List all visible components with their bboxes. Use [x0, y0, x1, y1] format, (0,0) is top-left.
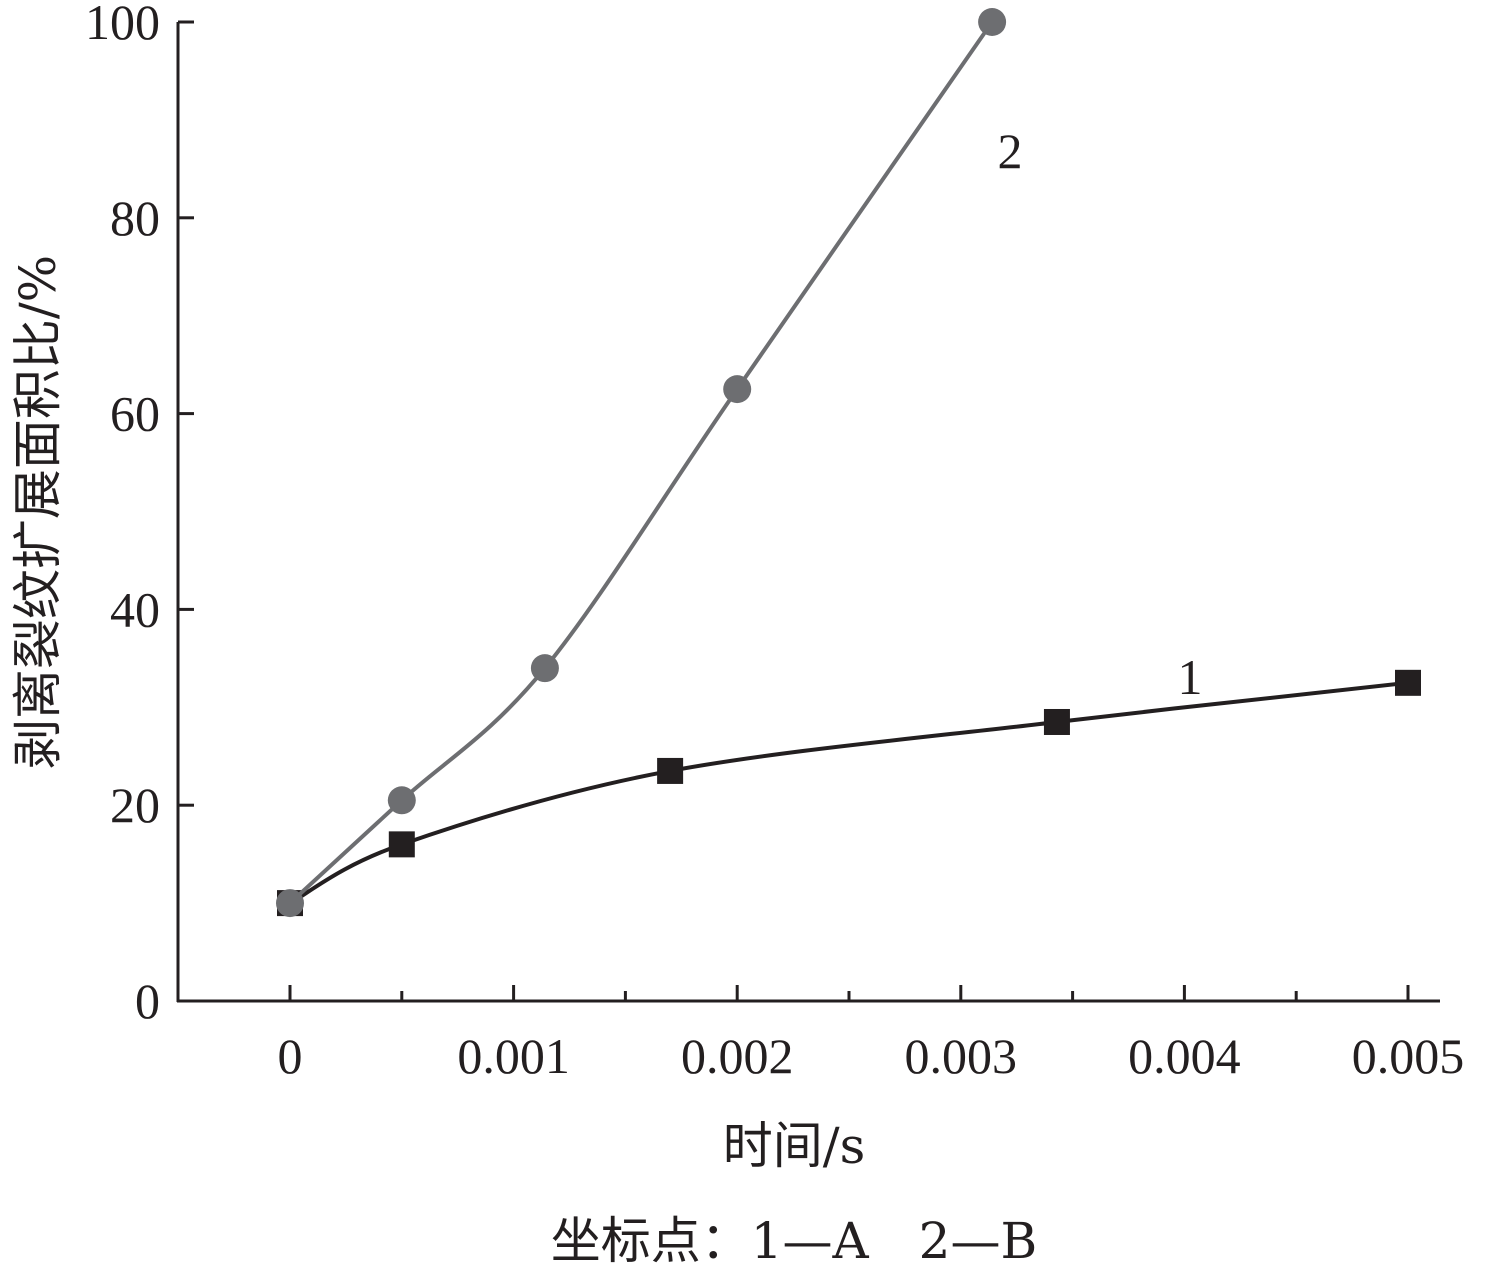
series-line	[288, 20, 994, 905]
chart-caption: 坐标点：1—A 2—B	[551, 1212, 1037, 1267]
data-point-circle	[723, 375, 752, 404]
series-2: 2	[276, 8, 1023, 918]
data-point-square	[388, 831, 415, 858]
x-tick-label: 0.005	[1352, 1028, 1465, 1084]
axes	[176, 22, 1440, 1003]
x-tick-label: 0.002	[681, 1028, 794, 1084]
y-axis-title: 剥离裂纹扩展面积比/%	[9, 255, 67, 769]
data-point-circle	[530, 654, 559, 683]
series-layer: 12	[276, 8, 1421, 918]
series-label: 2	[998, 123, 1023, 179]
data-point-square	[657, 757, 684, 784]
y-tick-label: 100	[85, 0, 160, 50]
data-point-square	[1043, 708, 1070, 735]
data-point-circle	[276, 889, 304, 918]
x-tick-label: 0.001	[457, 1028, 570, 1084]
series-label: 1	[1178, 649, 1203, 705]
series-line	[289, 680, 1409, 905]
x-tick-label: 0.004	[1128, 1028, 1241, 1084]
x-tick-label: 0	[278, 1028, 303, 1084]
y-tick-label: 20	[110, 777, 160, 833]
ticks: 0 20 40 60 80 100 0 0.001 0.002 0.003 0.004 0.005	[85, 0, 1464, 1084]
y-tick-label: 60	[110, 386, 160, 442]
data-point-circle	[978, 8, 1007, 36]
y-tick-label: 40	[110, 581, 160, 637]
series-1: 1	[277, 649, 1421, 917]
data-point-square	[1395, 669, 1421, 696]
x-tick-label: 0.003	[905, 1028, 1018, 1084]
x-axis-title: 时间/s	[723, 1117, 866, 1175]
y-tick-label: 80	[110, 190, 160, 246]
y-tick-label: 0	[135, 973, 160, 1029]
data-point-circle	[387, 786, 416, 815]
